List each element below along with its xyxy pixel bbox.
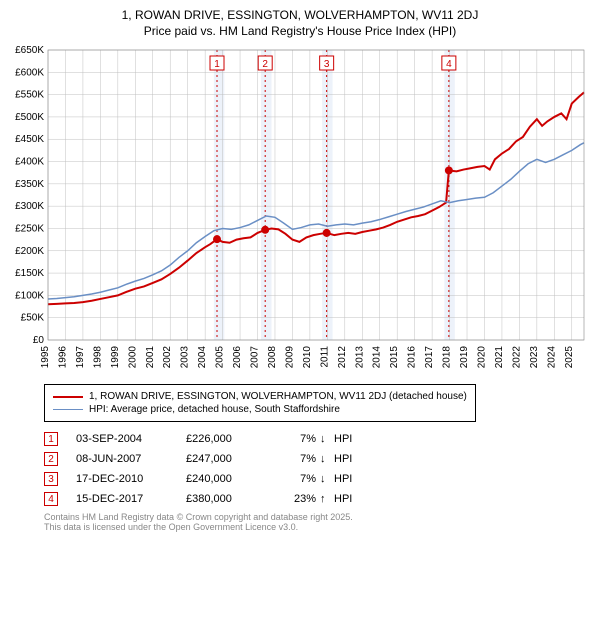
svg-text:2001: 2001	[145, 346, 156, 369]
transaction-row: 4 15-DEC-2017£380,00023% ↑HPI	[44, 492, 590, 506]
svg-text:2018: 2018	[442, 346, 453, 369]
svg-text:2004: 2004	[197, 346, 208, 369]
arrow-up-icon: ↑	[320, 493, 334, 505]
svg-text:2024: 2024	[546, 346, 557, 369]
svg-text:1997: 1997	[75, 346, 86, 369]
svg-text:2025: 2025	[564, 346, 575, 369]
legend: 1, ROWAN DRIVE, ESSINGTON, WOLVERHAMPTON…	[44, 384, 476, 422]
transaction-marker: 2	[44, 452, 58, 466]
footer-line1: Contains HM Land Registry data © Crown c…	[44, 512, 590, 522]
svg-text:2011: 2011	[319, 346, 330, 368]
transaction-hpi-label: HPI	[334, 493, 352, 505]
transaction-price: £247,000	[186, 453, 276, 465]
svg-text:2023: 2023	[529, 346, 540, 369]
transaction-hpi-label: HPI	[334, 473, 352, 485]
svg-text:1996: 1996	[57, 346, 68, 369]
chart-svg: £0 £50K £100K £150K £200K £250K £300K £350K £400…	[10, 46, 590, 376]
svg-text:£200K: £200K	[15, 246, 44, 257]
transaction-marker: 3	[44, 472, 58, 486]
transaction-pct: 7%	[276, 473, 316, 485]
svg-text:2020: 2020	[476, 346, 487, 369]
chart-title-line2: Price paid vs. HM Land Registry's House …	[10, 24, 590, 38]
svg-text:£0: £0	[33, 335, 45, 346]
footer-line2: This data is licensed under the Open Gov…	[44, 522, 590, 532]
transaction-row: 2 08-JUN-2007£247,0007% ↓HPI	[44, 452, 590, 466]
chart-title-line1: 1, ROWAN DRIVE, ESSINGTON, WOLVERHAMPTON…	[10, 8, 590, 22]
svg-text:1999: 1999	[110, 346, 121, 369]
svg-text:2016: 2016	[407, 346, 418, 369]
svg-text:£600K: £600K	[15, 67, 44, 78]
svg-text:2012: 2012	[337, 346, 348, 369]
svg-text:2019: 2019	[459, 346, 470, 369]
svg-text:2010: 2010	[302, 346, 313, 369]
legend-item-property: 1, ROWAN DRIVE, ESSINGTON, WOLVERHAMPTON…	[53, 391, 467, 402]
svg-text:2009: 2009	[284, 346, 295, 369]
svg-text:2003: 2003	[180, 346, 191, 369]
transaction-pct: 7%	[276, 433, 316, 445]
legend-label-property: 1, ROWAN DRIVE, ESSINGTON, WOLVERHAMPTON…	[89, 391, 467, 402]
svg-text:2008: 2008	[267, 346, 278, 369]
transaction-price: £380,000	[186, 493, 276, 505]
transaction-pct: 23%	[276, 493, 316, 505]
legend-label-hpi: HPI: Average price, detached house, Sout…	[89, 404, 340, 415]
svg-text:3: 3	[324, 59, 330, 70]
transaction-marker: 1	[44, 432, 58, 446]
svg-text:£100K: £100K	[15, 290, 44, 301]
svg-text:2006: 2006	[232, 346, 243, 369]
chart-container: 1, ROWAN DRIVE, ESSINGTON, WOLVERHAMPTON…	[0, 0, 600, 540]
svg-text:4: 4	[446, 59, 452, 70]
svg-text:£150K: £150K	[15, 268, 44, 279]
svg-text:£400K: £400K	[15, 157, 44, 168]
legend-item-hpi: HPI: Average price, detached house, Sout…	[53, 404, 467, 415]
transaction-date: 15-DEC-2017	[76, 493, 186, 505]
transaction-table: 103-SEP-2004£226,0007%↓HPI208-JUN-2007£2…	[44, 432, 590, 506]
svg-text:£550K: £550K	[15, 90, 44, 101]
transaction-date: 17-DEC-2010	[76, 473, 186, 485]
svg-text:1995: 1995	[40, 346, 51, 369]
transaction-hpi-label: HPI	[334, 433, 352, 445]
transaction-row: 1 03-SEP-2004£226,0007% ↓HPI	[44, 432, 590, 446]
transaction-price: £226,000	[186, 433, 276, 445]
svg-text:2000: 2000	[127, 346, 138, 369]
svg-text:£350K: £350K	[15, 179, 44, 190]
svg-text:1: 1	[214, 59, 220, 70]
svg-text:2022: 2022	[511, 346, 522, 369]
chart-plot: £0 £50K £100K £150K £200K £250K £300K £350K £400…	[10, 46, 590, 376]
svg-text:2: 2	[262, 59, 268, 70]
svg-text:£250K: £250K	[15, 223, 44, 234]
transaction-price: £240,000	[186, 473, 276, 485]
svg-text:2005: 2005	[215, 346, 226, 369]
svg-text:2007: 2007	[250, 346, 261, 369]
svg-text:£450K: £450K	[15, 134, 44, 145]
arrow-down-icon: ↓	[320, 453, 334, 465]
legend-swatch-hpi	[53, 409, 83, 410]
svg-text:2002: 2002	[162, 346, 173, 369]
transaction-marker: 4	[44, 492, 58, 506]
transaction-date: 08-JUN-2007	[76, 453, 186, 465]
transaction-pct: 7%	[276, 453, 316, 465]
svg-text:2013: 2013	[354, 346, 365, 369]
transaction-hpi-label: HPI	[334, 453, 352, 465]
svg-text:£300K: £300K	[15, 201, 44, 212]
svg-text:2017: 2017	[424, 346, 435, 369]
svg-text:2015: 2015	[389, 346, 400, 369]
svg-text:£650K: £650K	[15, 46, 44, 56]
arrow-down-icon: ↓	[320, 433, 334, 445]
legend-swatch-property	[53, 396, 83, 398]
transaction-date: 03-SEP-2004	[76, 433, 186, 445]
svg-text:2021: 2021	[494, 346, 505, 369]
svg-text:£500K: £500K	[15, 112, 44, 123]
svg-text:2014: 2014	[372, 346, 383, 369]
svg-text:1998: 1998	[92, 346, 103, 369]
arrow-down-icon: ↓	[320, 473, 334, 485]
svg-text:£50K: £50K	[21, 313, 45, 324]
transaction-row: 3 17-DEC-2010£240,0007% ↓HPI	[44, 472, 590, 486]
footer: Contains HM Land Registry data © Crown c…	[44, 512, 590, 532]
